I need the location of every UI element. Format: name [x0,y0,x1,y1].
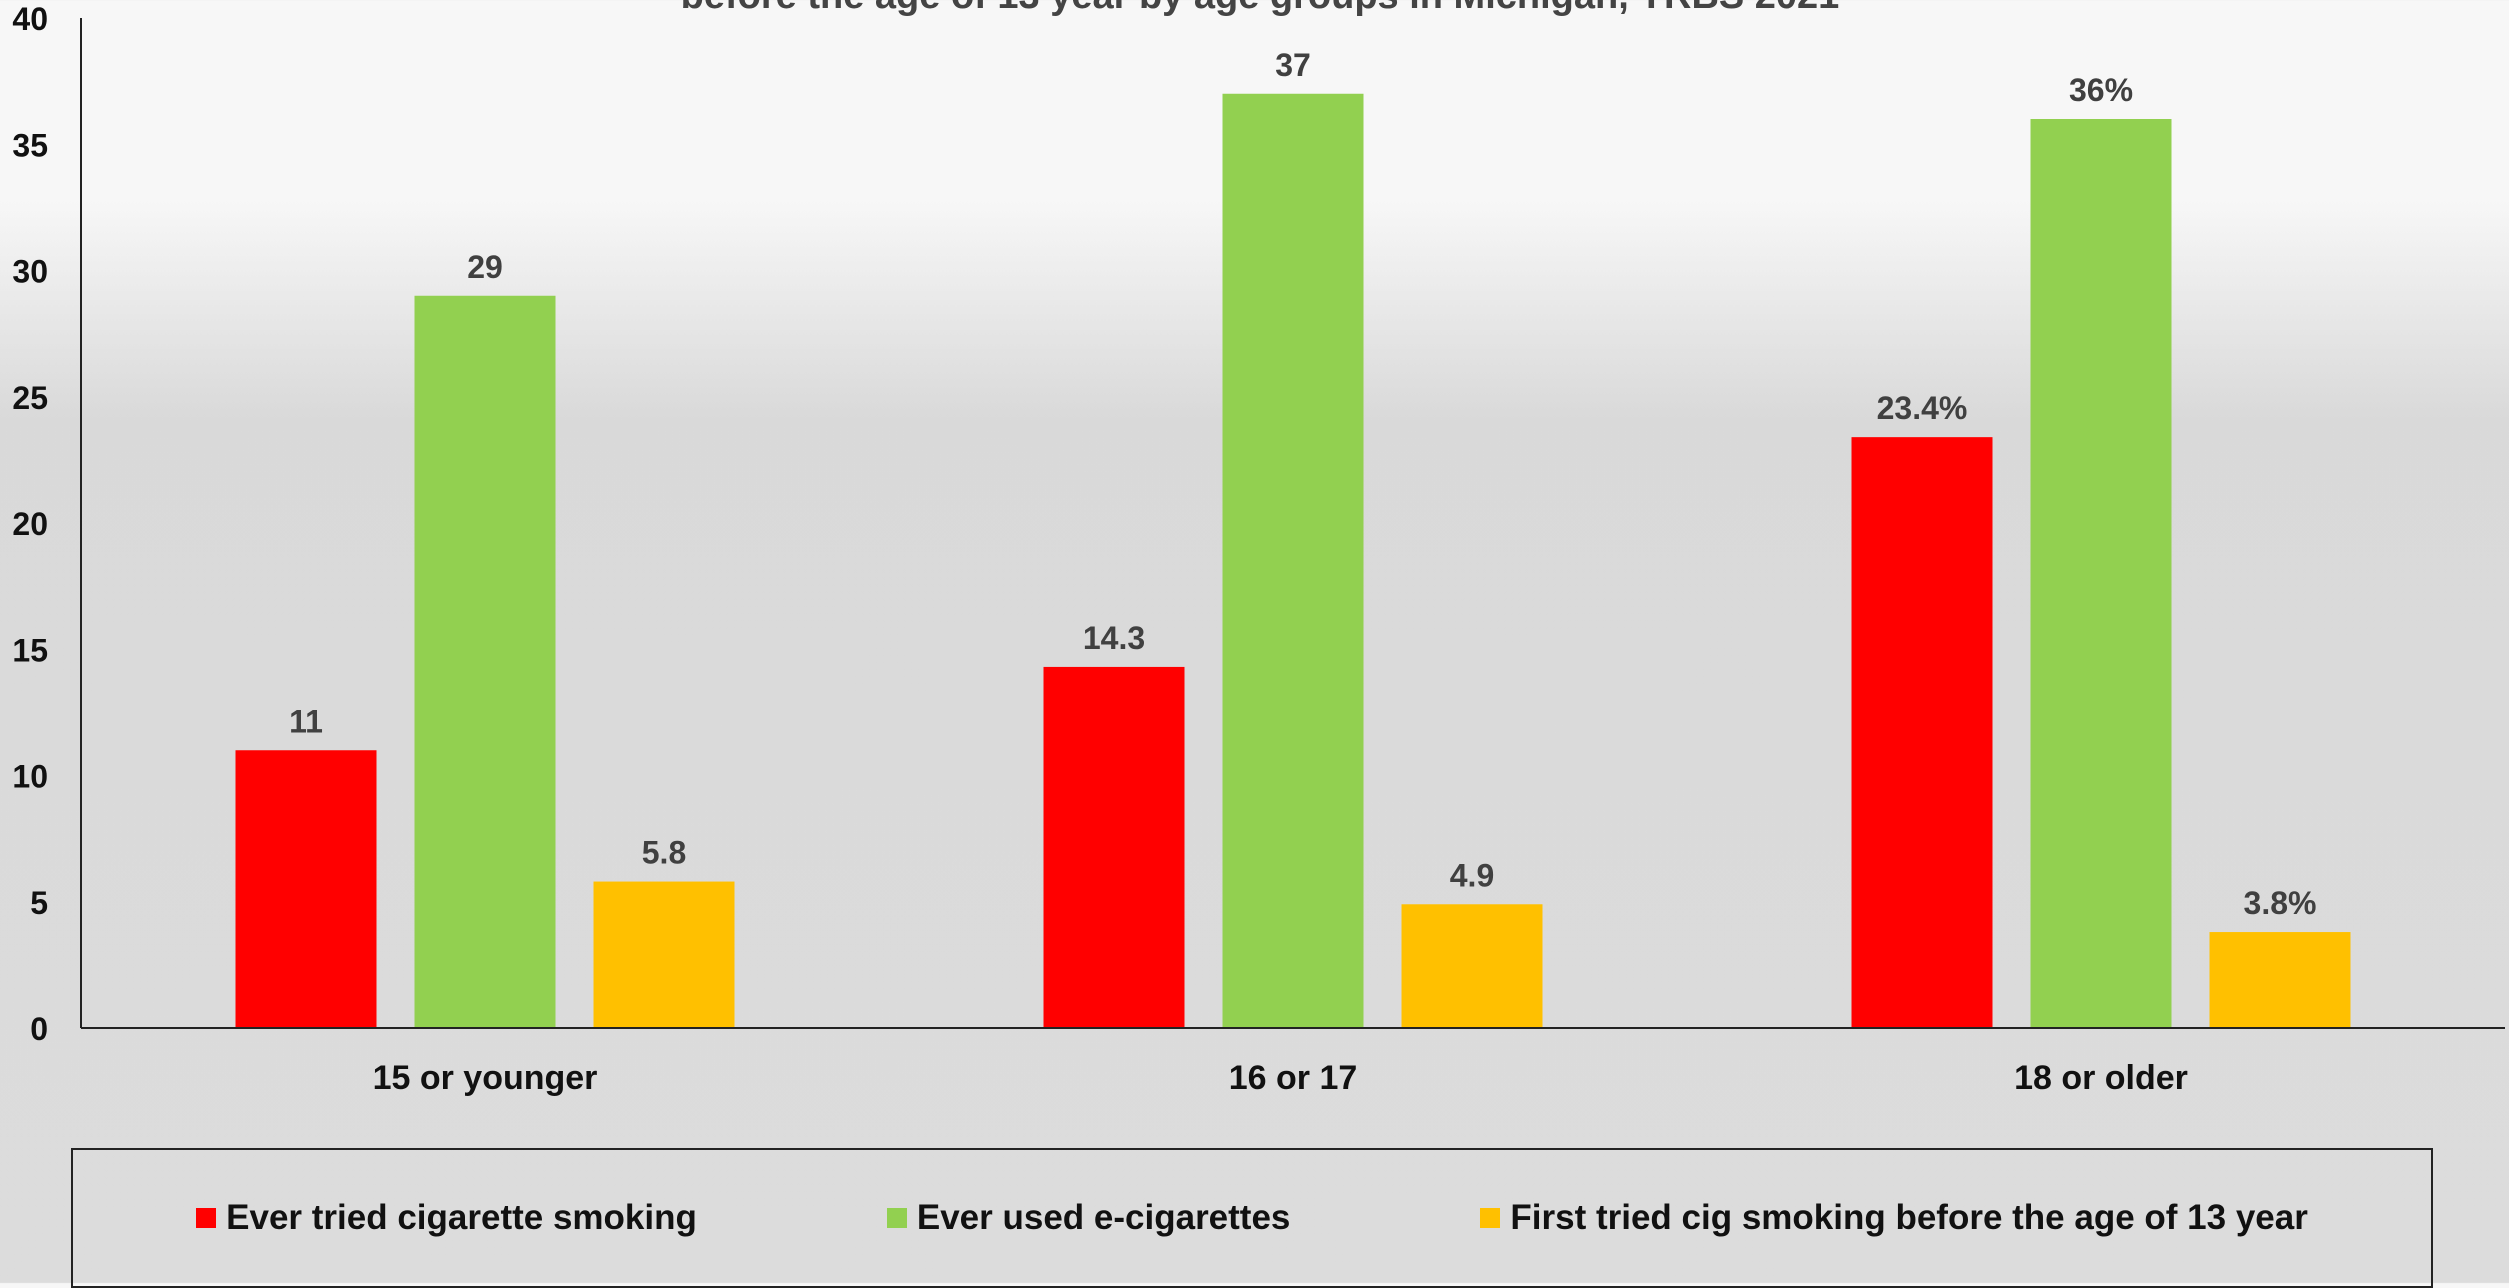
y-tick-label: 20 [12,506,48,542]
legend-label: Ever used e-cigarettes [916,1198,1291,1237]
data-label: 37 [1275,47,1311,83]
bar [1043,666,1185,1028]
legend-label: First tried cig smoking before the age o… [1510,1198,2308,1237]
legend-swatch-yellow [1480,1208,1501,1228]
bar-series [235,93,2351,1028]
bar [1851,437,1993,1028]
y-tick-label: 30 [12,254,48,290]
data-label: 11 [289,703,323,739]
legend: Ever tried cigarette smoking Ever used e… [71,1148,2433,1288]
legend-label: Ever tried cigarette smoking [226,1198,697,1237]
bar [235,750,377,1028]
data-label: 36% [2069,72,2133,108]
y-tick-label: 15 [12,632,48,668]
y-tick-label: 5 [30,885,48,921]
data-label: 3.8% [2244,885,2317,921]
data-label: 23.4% [1877,390,1968,426]
bar [1401,904,1543,1028]
legend-item-ecig: Ever used e-cigarettes [886,1198,1291,1238]
x-axis-tick-labels: 15 or younger 16 or 17 18 or older [373,1059,2188,1097]
legend-item-first-tried: First tried cig smoking before the age o… [1480,1198,2308,1238]
legend-swatch-red [196,1208,217,1228]
legend-swatch-green [886,1208,907,1228]
chart-title: before the age of 13 year by age groups … [681,0,1840,17]
data-labels: 11 29 5.8 14.3 37 4.9 23.4% 36% 3.8% [289,47,2316,921]
data-label: 29 [467,249,503,285]
x-tick-label: 15 or younger [373,1059,598,1097]
y-tick-label: 40 [12,1,48,37]
bar [593,881,735,1028]
bar [1222,93,1364,1028]
y-tick-label: 25 [12,380,48,416]
bar [414,295,556,1028]
data-label: 14.3 [1083,620,1145,656]
y-axis-tick-labels: 0 5 10 15 20 25 30 35 40 [12,1,48,1047]
y-tick-label: 0 [30,1011,48,1047]
x-tick-label: 16 or 17 [1229,1059,1358,1097]
data-label: 4.9 [1450,857,1494,893]
y-tick-label: 10 [12,759,48,795]
legend-item-cigarette: Ever tried cigarette smoking [196,1198,697,1238]
x-tick-label: 18 or older [2014,1059,2188,1097]
bar [2209,932,2351,1028]
data-label: 5.8 [642,835,686,871]
bar [2030,119,2172,1028]
y-tick-label: 35 [12,127,48,163]
